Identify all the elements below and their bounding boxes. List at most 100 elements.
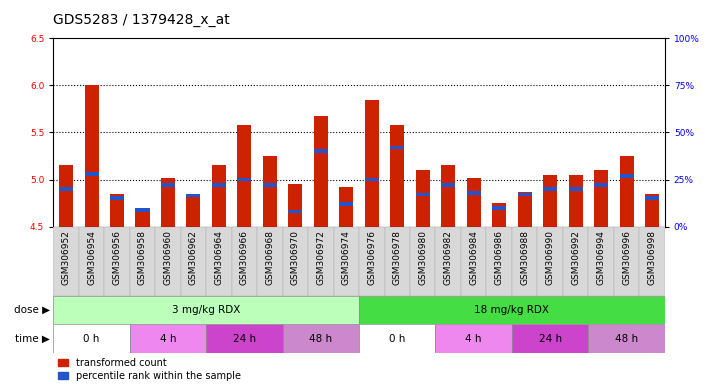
Bar <box>390 146 405 149</box>
Text: dose ▶: dose ▶ <box>14 305 50 315</box>
Bar <box>110 197 124 200</box>
Text: GSM306986: GSM306986 <box>495 230 503 285</box>
Text: GSM306962: GSM306962 <box>189 230 198 285</box>
Text: GSM306978: GSM306978 <box>392 230 402 285</box>
Text: GSM306994: GSM306994 <box>597 230 606 285</box>
FancyBboxPatch shape <box>181 227 206 296</box>
Bar <box>59 187 73 191</box>
Text: GSM306966: GSM306966 <box>240 230 249 285</box>
Bar <box>237 178 252 181</box>
FancyBboxPatch shape <box>359 227 385 296</box>
Bar <box>365 99 379 227</box>
FancyBboxPatch shape <box>308 227 333 296</box>
FancyBboxPatch shape <box>589 227 614 296</box>
Text: 4 h: 4 h <box>160 334 176 344</box>
Bar <box>339 202 353 206</box>
Bar <box>339 187 353 227</box>
FancyBboxPatch shape <box>639 227 665 296</box>
Bar <box>85 172 99 176</box>
FancyBboxPatch shape <box>283 227 308 296</box>
FancyBboxPatch shape <box>385 227 410 296</box>
FancyBboxPatch shape <box>105 227 129 296</box>
Bar <box>492 203 506 227</box>
Text: GDS5283 / 1379428_x_at: GDS5283 / 1379428_x_at <box>53 13 230 27</box>
FancyBboxPatch shape <box>53 324 129 353</box>
Bar <box>518 193 532 197</box>
Bar <box>619 156 634 227</box>
Bar <box>569 187 582 191</box>
Bar <box>416 170 429 227</box>
Text: GSM306988: GSM306988 <box>520 230 529 285</box>
Text: GSM306974: GSM306974 <box>342 230 351 285</box>
Bar <box>594 170 608 227</box>
FancyBboxPatch shape <box>538 227 563 296</box>
Text: 0 h: 0 h <box>389 334 405 344</box>
Bar <box>263 156 277 227</box>
Bar <box>594 183 608 187</box>
Text: GSM306990: GSM306990 <box>545 230 555 285</box>
Bar <box>645 197 659 200</box>
FancyBboxPatch shape <box>155 227 181 296</box>
Bar <box>289 184 302 227</box>
FancyBboxPatch shape <box>206 324 283 353</box>
Bar <box>442 183 455 187</box>
FancyBboxPatch shape <box>129 227 155 296</box>
Bar <box>212 166 226 227</box>
Text: 18 mg/kg RDX: 18 mg/kg RDX <box>474 305 550 315</box>
Bar <box>466 191 481 195</box>
FancyBboxPatch shape <box>589 324 665 353</box>
Text: GSM306958: GSM306958 <box>138 230 147 285</box>
Text: 3 mg/kg RDX: 3 mg/kg RDX <box>172 305 240 315</box>
Bar <box>263 183 277 187</box>
Text: 4 h: 4 h <box>466 334 482 344</box>
Bar <box>492 206 506 210</box>
Text: GSM306998: GSM306998 <box>648 230 656 285</box>
Bar <box>161 178 175 227</box>
FancyBboxPatch shape <box>129 324 206 353</box>
Bar <box>569 175 582 227</box>
FancyBboxPatch shape <box>333 227 359 296</box>
FancyBboxPatch shape <box>53 296 359 324</box>
Text: GSM306960: GSM306960 <box>164 230 173 285</box>
Text: 24 h: 24 h <box>232 334 256 344</box>
FancyBboxPatch shape <box>563 227 589 296</box>
Text: GSM306982: GSM306982 <box>444 230 453 285</box>
Bar <box>543 175 557 227</box>
Bar <box>518 192 532 227</box>
Bar <box>289 210 302 214</box>
Text: GSM306992: GSM306992 <box>571 230 580 285</box>
FancyBboxPatch shape <box>614 227 639 296</box>
Bar <box>186 194 201 227</box>
FancyBboxPatch shape <box>359 296 665 324</box>
Bar <box>314 149 328 153</box>
Bar <box>59 166 73 227</box>
Text: GSM306968: GSM306968 <box>265 230 274 285</box>
FancyBboxPatch shape <box>53 227 79 296</box>
Bar <box>110 194 124 227</box>
Text: time ▶: time ▶ <box>15 334 50 344</box>
FancyBboxPatch shape <box>435 227 461 296</box>
Text: GSM306970: GSM306970 <box>291 230 300 285</box>
Bar <box>390 125 405 227</box>
Bar <box>212 183 226 187</box>
Bar <box>619 174 634 178</box>
FancyBboxPatch shape <box>461 227 486 296</box>
Text: GSM306972: GSM306972 <box>316 230 326 285</box>
Bar <box>136 208 149 212</box>
Bar <box>365 178 379 181</box>
Text: GSM306984: GSM306984 <box>469 230 479 285</box>
Text: GSM306964: GSM306964 <box>215 230 223 285</box>
Text: 48 h: 48 h <box>309 334 333 344</box>
Text: GSM306980: GSM306980 <box>418 230 427 285</box>
FancyBboxPatch shape <box>206 227 232 296</box>
Text: GSM306976: GSM306976 <box>368 230 376 285</box>
FancyBboxPatch shape <box>257 227 283 296</box>
Bar <box>543 187 557 191</box>
Text: GSM306956: GSM306956 <box>112 230 122 285</box>
FancyBboxPatch shape <box>486 227 512 296</box>
Legend: transformed count, percentile rank within the sample: transformed count, percentile rank withi… <box>58 358 241 381</box>
Bar <box>416 193 429 197</box>
FancyBboxPatch shape <box>410 227 435 296</box>
Text: GSM306996: GSM306996 <box>622 230 631 285</box>
FancyBboxPatch shape <box>512 227 538 296</box>
